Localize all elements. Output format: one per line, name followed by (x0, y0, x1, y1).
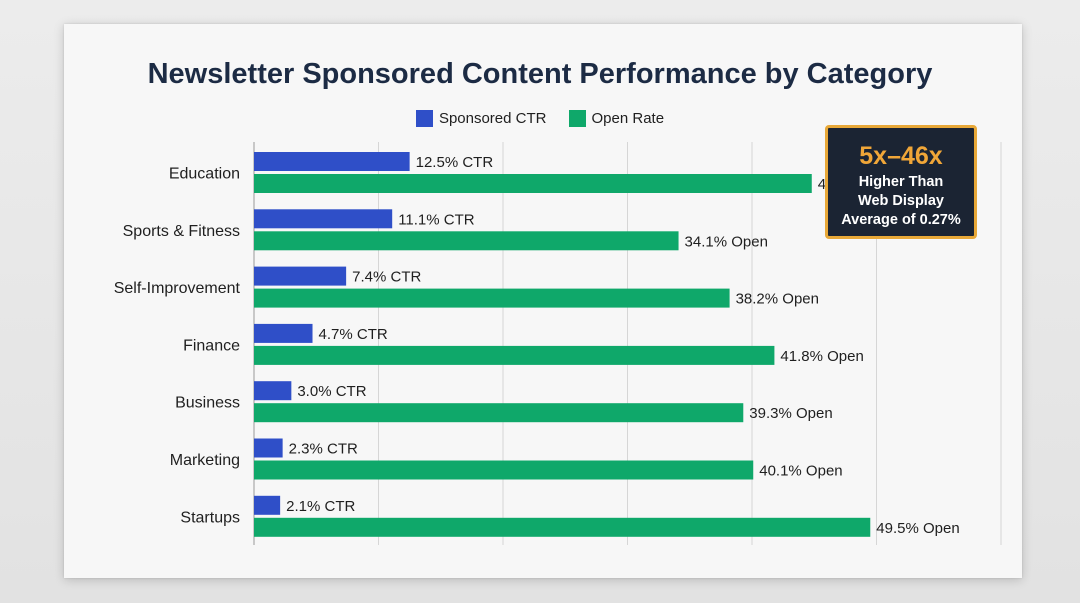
category-label: Business (175, 395, 240, 412)
callout-box: 5x–46x Higher Than Web Display Average o… (825, 125, 977, 239)
bar-ctr (254, 495, 281, 515)
legend-label-sponsored-ctr: Sponsored CTR (438, 110, 547, 127)
bar-open (254, 288, 730, 308)
bar-open (254, 174, 812, 193)
callout-headline: 5x–46x (859, 142, 943, 170)
data-label-ctr: 12.5% CTR (416, 154, 494, 171)
bar-open (254, 403, 744, 423)
data-label-ctr: 7.4% CTR (352, 269, 421, 286)
legend-label-open-rate: Open Rate (591, 110, 665, 127)
bar-ctr (254, 209, 393, 229)
data-label-open: 49.5% Open (876, 520, 959, 537)
data-label-ctr: 2.1% CTR (286, 498, 355, 515)
data-label-open: 41.8% Open (780, 348, 863, 365)
category-label: Self-Improvement (114, 280, 241, 297)
legend-item-sponsored-ctr: Sponsored CTR (415, 110, 547, 127)
data-label-open: 39.3% Open (749, 405, 832, 422)
category-label: Sports & Fitness (123, 223, 240, 240)
bar-ctr (254, 438, 283, 458)
data-label-open: 40.1% Open (759, 463, 842, 480)
bar-ctr (254, 152, 410, 171)
data-label-ctr: 4.7% CTR (319, 326, 388, 343)
category-label: Startups (180, 509, 240, 526)
legend-swatch-sponsored-ctr (415, 110, 433, 127)
data-label-ctr: 2.3% CTR (289, 441, 358, 458)
data-label-open: 38.2% Open (736, 291, 819, 308)
data-label-ctr: 3.0% CTR (297, 383, 366, 400)
data-label-ctr: 11.1% CTR (398, 211, 475, 228)
bar-ctr (254, 381, 292, 401)
category-label: Marketing (170, 452, 240, 469)
chart-title: Newsletter Sponsored Content Performance… (147, 58, 933, 90)
bar-ctr (254, 323, 313, 343)
bar-open (254, 345, 775, 365)
category-label: Education (169, 166, 240, 183)
category-label: Finance (183, 337, 240, 354)
bar-ctr (254, 266, 347, 286)
bar-open (254, 231, 679, 251)
data-label-open: 34.1% Open (685, 233, 768, 250)
bar-open (254, 460, 754, 480)
callout-body: Higher Than Web Display Average of 0.27% (841, 174, 961, 228)
legend: Sponsored CTR Open Rate (0, 110, 1080, 127)
legend-swatch-open-rate (568, 110, 586, 127)
legend-item-open-rate: Open Rate (568, 110, 665, 127)
bar-open (254, 517, 871, 537)
